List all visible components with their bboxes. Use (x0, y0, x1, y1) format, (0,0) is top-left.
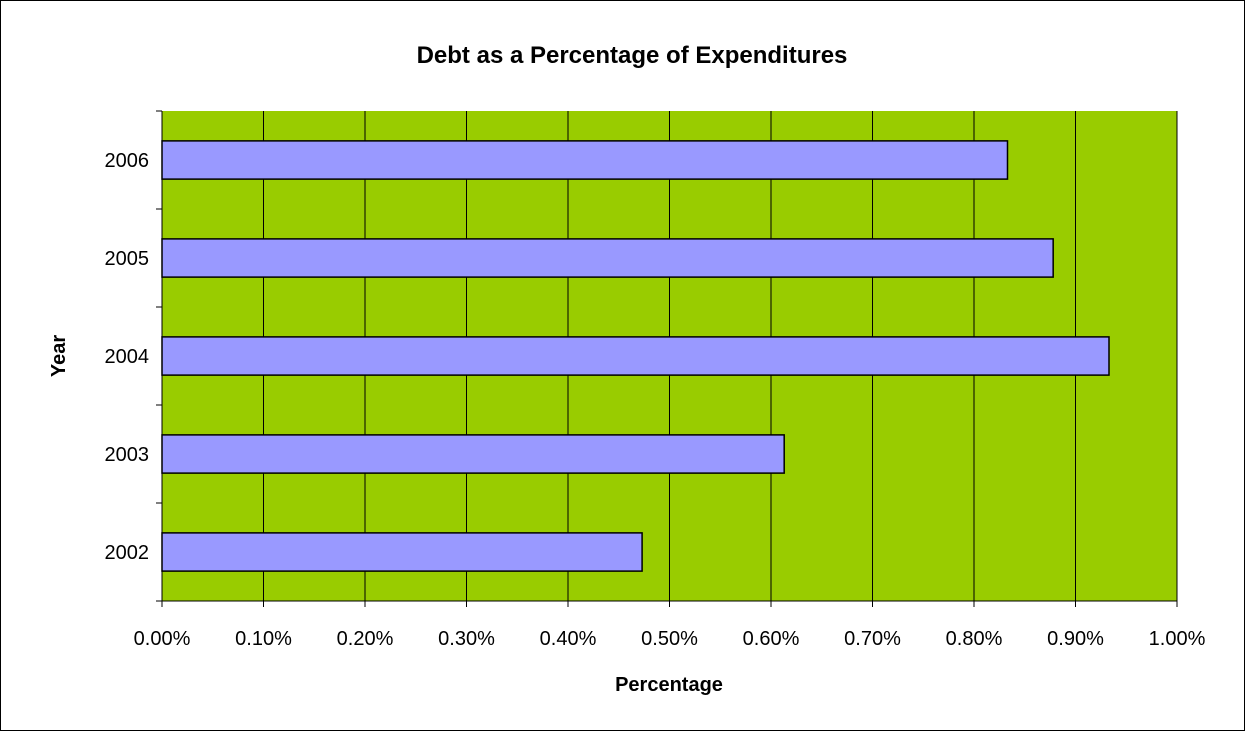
bar-2006 (161, 140, 1009, 180)
bar-2003 (161, 434, 785, 474)
bars (161, 140, 1110, 572)
y-tick-label: 2006 (105, 150, 150, 172)
x-tick-label: 1.00% (1149, 628, 1206, 650)
axes (156, 110, 1178, 607)
y-tick-label: 2004 (105, 346, 150, 368)
x-tick-label: 0.40% (540, 628, 597, 650)
y-tick-label: 2003 (105, 444, 150, 466)
bar-2005 (161, 238, 1054, 278)
x-tick-label: 0.10% (235, 628, 292, 650)
y-tick-label: 2005 (105, 248, 150, 270)
bar-2004 (161, 336, 1110, 376)
y-tick-labels: 2002 2003 2004 2005 2006 (105, 150, 150, 564)
x-tick-label: 0.60% (743, 628, 800, 650)
x-tick-labels: 0.00% 0.10% 0.20% 0.30% 0.40% 0.50% 0.60% 0.70%… (134, 628, 1206, 650)
x-tick-label: 0.80% (946, 628, 1003, 650)
x-tick-label: 0.30% (438, 628, 495, 650)
bar-2002 (161, 532, 643, 572)
y-axis-title: Year (48, 335, 70, 377)
x-tick-label: 0.70% (844, 628, 901, 650)
x-tick-label: 0.00% (134, 628, 191, 650)
x-tick-label: 0.20% (337, 628, 394, 650)
x-tick-label: 0.50% (641, 628, 698, 650)
x-axis-title: Percentage (615, 674, 723, 696)
chart-title: Debt as a Percentage of Expenditures (417, 42, 848, 69)
x-tick-label: 0.90% (1047, 628, 1104, 650)
y-tick-label: 2002 (105, 542, 150, 564)
